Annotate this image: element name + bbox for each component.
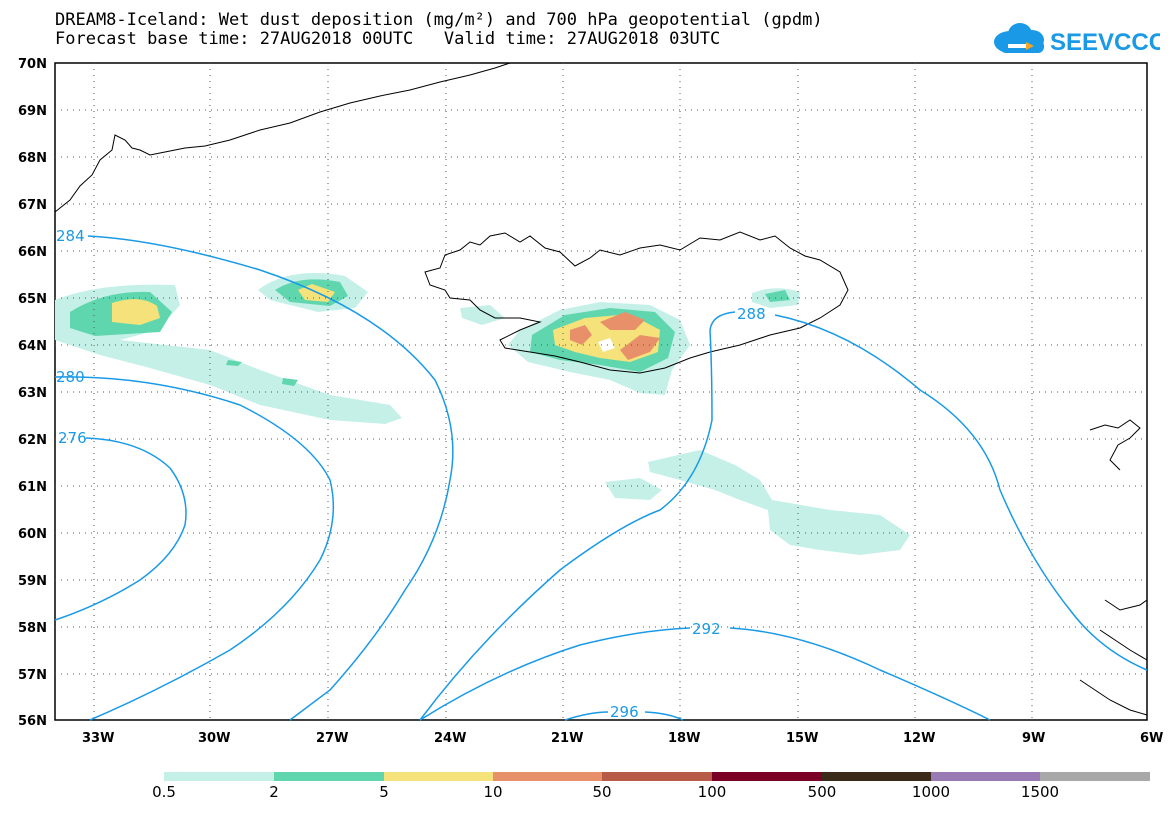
legend-swatch bbox=[384, 772, 493, 781]
dust-area-very-high bbox=[570, 325, 592, 345]
contour-284 bbox=[87, 235, 454, 721]
geopotential-contours bbox=[54, 235, 1148, 721]
lon-label: 21W bbox=[551, 731, 583, 746]
legend-label: 5 bbox=[379, 783, 389, 801]
legend-label: 10 bbox=[483, 783, 503, 801]
grid-lines bbox=[55, 63, 1147, 720]
legend-swatch bbox=[493, 772, 602, 781]
legend-swatch bbox=[164, 772, 274, 781]
legend-swatch bbox=[1040, 772, 1150, 781]
lat-label: 67N bbox=[18, 198, 47, 213]
cloud-icon bbox=[994, 23, 1044, 53]
greenland-coast bbox=[54, 62, 511, 213]
lat-label: 58N bbox=[18, 621, 47, 636]
dust-area-medium bbox=[226, 360, 242, 366]
contour-label-276: 276 bbox=[58, 429, 87, 447]
legend-label: 50 bbox=[592, 783, 612, 801]
dust-area-very-high bbox=[600, 312, 645, 330]
lon-label: 27W bbox=[316, 731, 348, 746]
contour-276 bbox=[54, 437, 187, 621]
map-subtitle-times: Forecast base time: 27AUG2018 00UTC Vali… bbox=[55, 29, 721, 49]
map-title: DREAM8-Iceland: Wet dust deposition (mg/… bbox=[55, 10, 823, 30]
seevccc-logo: SEEVCCC bbox=[994, 23, 1160, 56]
contour-label-292: 292 bbox=[692, 620, 721, 638]
legend-swatch bbox=[931, 772, 1040, 781]
dust-area-high bbox=[112, 299, 160, 325]
lat-label: 57N bbox=[18, 668, 47, 683]
lon-label: 12W bbox=[903, 731, 935, 746]
lat-label: 63N bbox=[18, 386, 47, 401]
lat-label: 68N bbox=[18, 151, 47, 166]
lat-label: 70N bbox=[18, 57, 47, 72]
iceland-coast bbox=[424, 231, 849, 374]
dust-deposition-areas bbox=[55, 273, 910, 555]
lat-label: 59N bbox=[18, 574, 47, 589]
lat-label: 64N bbox=[18, 339, 47, 354]
contour-280 bbox=[54, 376, 335, 721]
contour-288 bbox=[419, 311, 1148, 721]
lon-label: 6W bbox=[1140, 731, 1163, 746]
longitude-labels: 33W 30W 27W 24W 21W 18W 15W 12W 9W 6W bbox=[82, 731, 1163, 746]
contour-label-280: 280 bbox=[56, 368, 85, 386]
dust-area-light bbox=[598, 338, 615, 352]
dust-area-very-high bbox=[620, 335, 660, 360]
legend-swatch bbox=[712, 772, 822, 781]
lon-label: 24W bbox=[434, 731, 466, 746]
lon-label: 18W bbox=[668, 731, 700, 746]
contour-296 bbox=[564, 711, 684, 721]
legend-label: 0.5 bbox=[152, 783, 176, 801]
dust-area-light bbox=[648, 450, 910, 555]
lat-label: 60N bbox=[18, 527, 47, 542]
lon-label: 9W bbox=[1022, 731, 1045, 746]
contour-292 bbox=[419, 627, 991, 721]
lat-label: 69N bbox=[18, 104, 47, 119]
dust-area-medium bbox=[765, 290, 790, 302]
lat-label: 56N bbox=[18, 714, 47, 729]
lon-label: 33W bbox=[82, 731, 114, 746]
norway-coast-islands bbox=[1079, 419, 1148, 716]
dust-area-light bbox=[605, 478, 662, 500]
legend-swatch bbox=[274, 772, 384, 781]
lat-label: 61N bbox=[18, 480, 47, 495]
dust-area-medium bbox=[282, 378, 298, 386]
legend-label: 1000 bbox=[911, 783, 951, 801]
coastlines bbox=[54, 62, 1148, 716]
dust-area-light bbox=[460, 305, 505, 325]
contour-label-296: 296 bbox=[610, 703, 639, 721]
legend-swatch bbox=[602, 772, 712, 781]
lat-label: 65N bbox=[18, 292, 47, 307]
lon-label: 30W bbox=[198, 731, 230, 746]
logo-text: SEEVCCC bbox=[1050, 29, 1160, 56]
legend-label: 1500 bbox=[1020, 783, 1060, 801]
contour-label-288: 288 bbox=[737, 305, 766, 323]
legend-label: 500 bbox=[807, 783, 837, 801]
contour-label-284: 284 bbox=[56, 227, 85, 245]
contour-labels: 284 280 276 288 292 296 bbox=[56, 227, 766, 721]
legend-label: 2 bbox=[269, 783, 279, 801]
latitude-labels: 70N 69N 68N 67N 66N 65N 64N 63N 62N 61N … bbox=[18, 57, 47, 729]
legend-label: 100 bbox=[697, 783, 727, 801]
lon-label: 15W bbox=[786, 731, 818, 746]
legend-swatch bbox=[822, 772, 931, 781]
lat-label: 62N bbox=[18, 433, 47, 448]
lat-label: 66N bbox=[18, 245, 47, 260]
